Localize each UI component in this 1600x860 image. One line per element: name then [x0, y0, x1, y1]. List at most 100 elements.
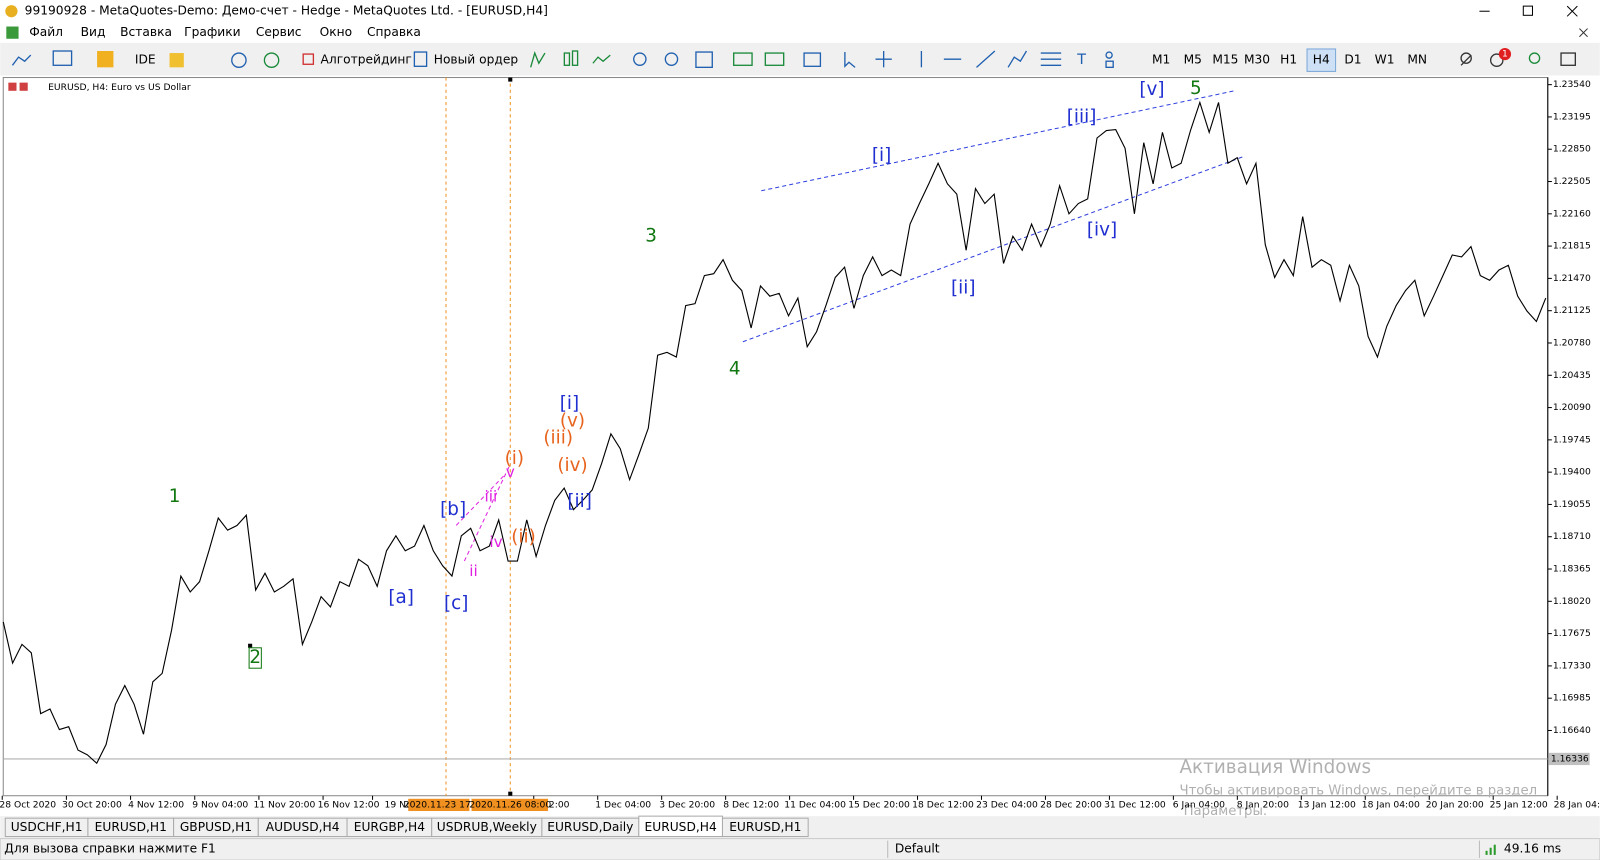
- title-bar: [0, 0, 1600, 23]
- new-order-button[interactable]: Новый ордер: [434, 53, 519, 67]
- anchor-point[interactable]: [508, 77, 513, 82]
- x-tick-label: 18 Dec 12:00: [912, 799, 974, 810]
- y-tick-label: 1.23540: [1553, 79, 1591, 90]
- current-price-label: 1.16336: [1551, 753, 1589, 764]
- timeframe-button[interactable]: M1: [1152, 53, 1170, 67]
- channel-line[interactable]: [761, 90, 1235, 192]
- timeframe-button[interactable]: MN: [1407, 53, 1427, 67]
- tab-label[interactable]: EURUSD,H4: [645, 820, 717, 834]
- wave-label[interactable]: [i]: [872, 145, 891, 166]
- tab-label[interactable]: EURUSD,H1: [729, 820, 801, 834]
- y-tick-label: 1.16985: [1553, 693, 1591, 704]
- wave-label[interactable]: [i]: [560, 393, 579, 414]
- wave-label[interactable]: [ii]: [567, 491, 592, 512]
- wedge-line[interactable]: [463, 463, 511, 562]
- wave-label[interactable]: v: [506, 463, 515, 481]
- x-tick-label: 2:00: [549, 799, 570, 810]
- menu-item[interactable]: Вставка: [120, 25, 172, 39]
- timeframe-button[interactable]: M5: [1184, 53, 1202, 67]
- status-profile: Default: [895, 841, 940, 855]
- wave-label[interactable]: [a]: [388, 587, 414, 608]
- menu-item[interactable]: Сервис: [256, 25, 302, 39]
- wave-label[interactable]: [b]: [440, 499, 466, 520]
- anchor-point[interactable]: [248, 643, 253, 648]
- annotation-box: [248, 647, 262, 669]
- y-tick-label: 1.17330: [1553, 660, 1591, 671]
- tab-label[interactable]: EURGBP,H4: [354, 820, 426, 834]
- x-tick-label: 20 Jan 20:00: [1426, 799, 1484, 810]
- menu-item[interactable]: Графики: [184, 25, 240, 39]
- wave-label[interactable]: 2: [249, 647, 261, 668]
- tab-label[interactable]: USDRUB,Weekly: [437, 820, 537, 834]
- watermark: Параметры.: [1184, 804, 1268, 819]
- x-tick-label: 4 Nov 12:00: [128, 799, 184, 810]
- wave-label[interactable]: 4: [729, 358, 741, 379]
- timeframe-button[interactable]: D1: [1344, 53, 1361, 67]
- x-tick-label: 9 Nov 04:00: [192, 799, 248, 810]
- menu-bar: [0, 22, 1600, 43]
- x-tick-label: 30 Oct 20:00: [62, 799, 122, 810]
- svg-text:T: T: [1076, 52, 1086, 68]
- status-ping: 49.16 ms: [1504, 841, 1561, 855]
- wedge-line[interactable]: [455, 474, 506, 526]
- wave-label[interactable]: iv: [489, 533, 502, 551]
- wave-label[interactable]: ii: [469, 562, 477, 580]
- wave-label[interactable]: (iii): [543, 428, 573, 449]
- wave-label[interactable]: (v): [560, 410, 585, 431]
- x-tick-label: 1 Dec 04:00: [595, 799, 651, 810]
- timeframe-button[interactable]: W1: [1375, 53, 1395, 67]
- timeframe-button[interactable]: M15: [1212, 53, 1238, 67]
- tab[interactable]: [721, 817, 809, 838]
- wave-label[interactable]: (ii): [511, 527, 536, 548]
- y-tick-label: 1.18020: [1553, 596, 1591, 607]
- toolbar-icons[interactable]: T: [11, 50, 1576, 68]
- wave-label[interactable]: [ii]: [951, 278, 976, 299]
- algo-button[interactable]: Алготрейдинг: [321, 53, 412, 67]
- wave-label[interactable]: iii: [485, 487, 498, 505]
- wave-label[interactable]: 3: [645, 226, 657, 247]
- y-tick-label: 1.23195: [1553, 111, 1591, 122]
- window-title: 99190928 - MetaQuotes-Demo: Демо-счет - …: [25, 4, 548, 18]
- wave-label[interactable]: (i): [505, 448, 524, 469]
- tab-label[interactable]: EURUSD,Daily: [547, 820, 633, 834]
- anchor-point[interactable]: [508, 791, 513, 796]
- y-tick-label: 1.22505: [1553, 176, 1591, 187]
- menu-item[interactable]: Справка: [367, 25, 421, 39]
- menu-item[interactable]: Вид: [81, 25, 106, 39]
- wave-label[interactable]: (iv): [557, 455, 587, 476]
- menu-close[interactable]: [1579, 28, 1588, 38]
- tab-label[interactable]: USDCHF,H1: [11, 820, 83, 834]
- tab-label[interactable]: GBPUSD,H1: [180, 820, 252, 834]
- cursor-time-label: 2020.11.23 17:: [404, 799, 474, 810]
- wave-label[interactable]: [iii]: [1067, 106, 1097, 127]
- chart-icon: [19, 82, 28, 91]
- menu-item[interactable]: Окно: [320, 25, 353, 39]
- y-tick-label: 1.22850: [1553, 144, 1591, 155]
- wave-label[interactable]: 1: [169, 486, 181, 507]
- y-tick-label: 1.17675: [1553, 628, 1591, 639]
- tab-label[interactable]: EURUSD,H1: [95, 820, 167, 834]
- wave-label[interactable]: [c]: [444, 593, 468, 614]
- ide-button[interactable]: IDE: [135, 53, 156, 67]
- timeframe-button[interactable]: H4: [1313, 53, 1330, 67]
- menu-item[interactable]: Файл: [29, 25, 63, 39]
- y-tick-label: 1.21470: [1553, 273, 1591, 284]
- tab-label[interactable]: AUDUSD,H4: [266, 820, 340, 834]
- wave-label[interactable]: [v]: [1139, 79, 1164, 100]
- x-tick-label: 18 Jan 04:00: [1362, 799, 1420, 810]
- x-tick-label: 15 Dec 20:00: [848, 799, 910, 810]
- timeframe-button[interactable]: H1: [1280, 53, 1297, 67]
- timeframe-button[interactable]: M30: [1244, 53, 1270, 67]
- channel-line[interactable]: [742, 155, 1245, 343]
- price-line: [2, 100, 1547, 765]
- wave-label[interactable]: [iv]: [1087, 220, 1117, 241]
- x-tick-label: 28 Oct 2020: [0, 799, 56, 810]
- chart-area: [2, 77, 1549, 797]
- window-controls[interactable]: [1479, 5, 1578, 17]
- y-tick-label: 1.16640: [1553, 725, 1591, 736]
- y-tick-label: 1.18710: [1553, 531, 1591, 542]
- wave-label[interactable]: 5: [1190, 78, 1202, 99]
- y-tick-label: 1.19745: [1553, 434, 1591, 445]
